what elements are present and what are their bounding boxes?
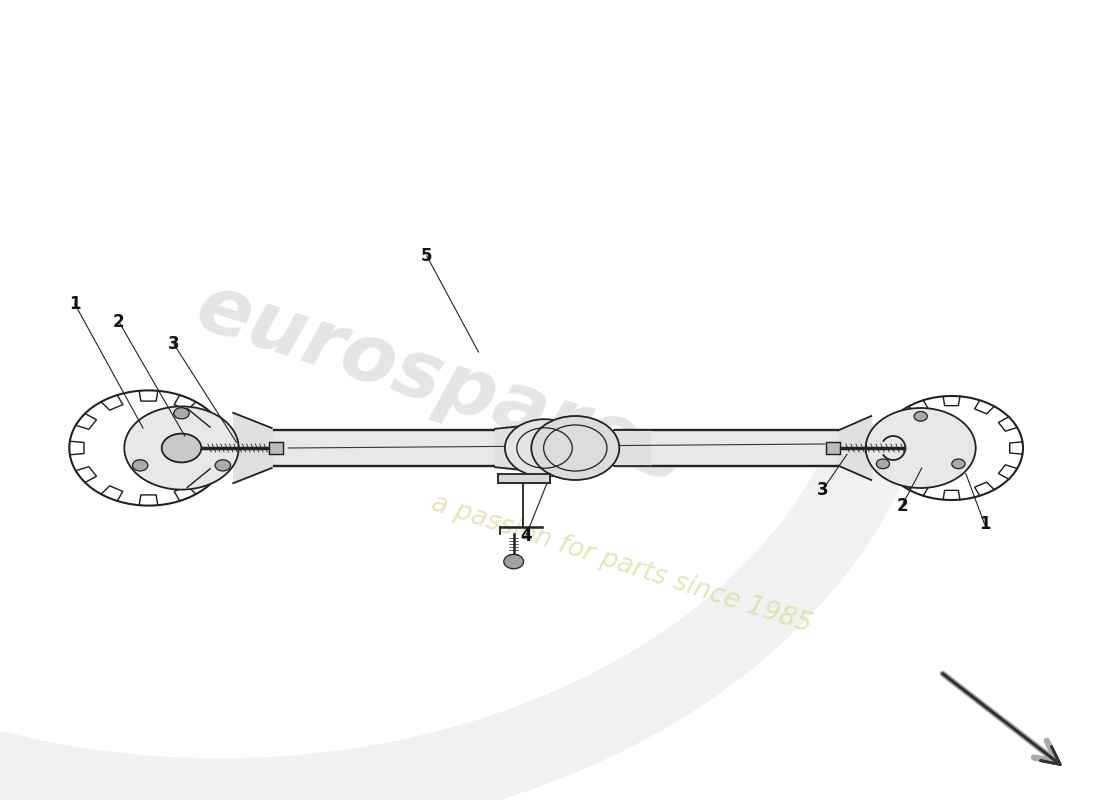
Text: 1: 1 — [69, 295, 80, 313]
FancyBboxPatch shape — [270, 442, 283, 454]
FancyBboxPatch shape — [826, 442, 840, 454]
Circle shape — [505, 419, 584, 477]
Circle shape — [866, 408, 976, 488]
Text: 1: 1 — [979, 515, 990, 533]
Circle shape — [174, 408, 189, 419]
Text: 3: 3 — [817, 481, 828, 498]
Text: 4: 4 — [520, 527, 531, 545]
Circle shape — [504, 554, 524, 569]
Circle shape — [531, 416, 619, 480]
Text: 5: 5 — [421, 247, 432, 265]
Circle shape — [162, 434, 201, 462]
Circle shape — [124, 406, 239, 490]
Circle shape — [132, 460, 147, 471]
Circle shape — [914, 411, 927, 421]
Text: a passion for parts since 1985: a passion for parts since 1985 — [428, 490, 815, 638]
Circle shape — [216, 460, 231, 471]
Text: 2: 2 — [896, 497, 907, 514]
Circle shape — [877, 459, 890, 469]
Circle shape — [952, 459, 965, 469]
Text: 2: 2 — [113, 313, 124, 330]
Text: 3: 3 — [168, 335, 179, 353]
Text: eurospares: eurospares — [186, 268, 694, 500]
